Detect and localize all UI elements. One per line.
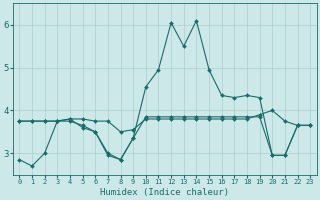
X-axis label: Humidex (Indice chaleur): Humidex (Indice chaleur) bbox=[100, 188, 229, 197]
